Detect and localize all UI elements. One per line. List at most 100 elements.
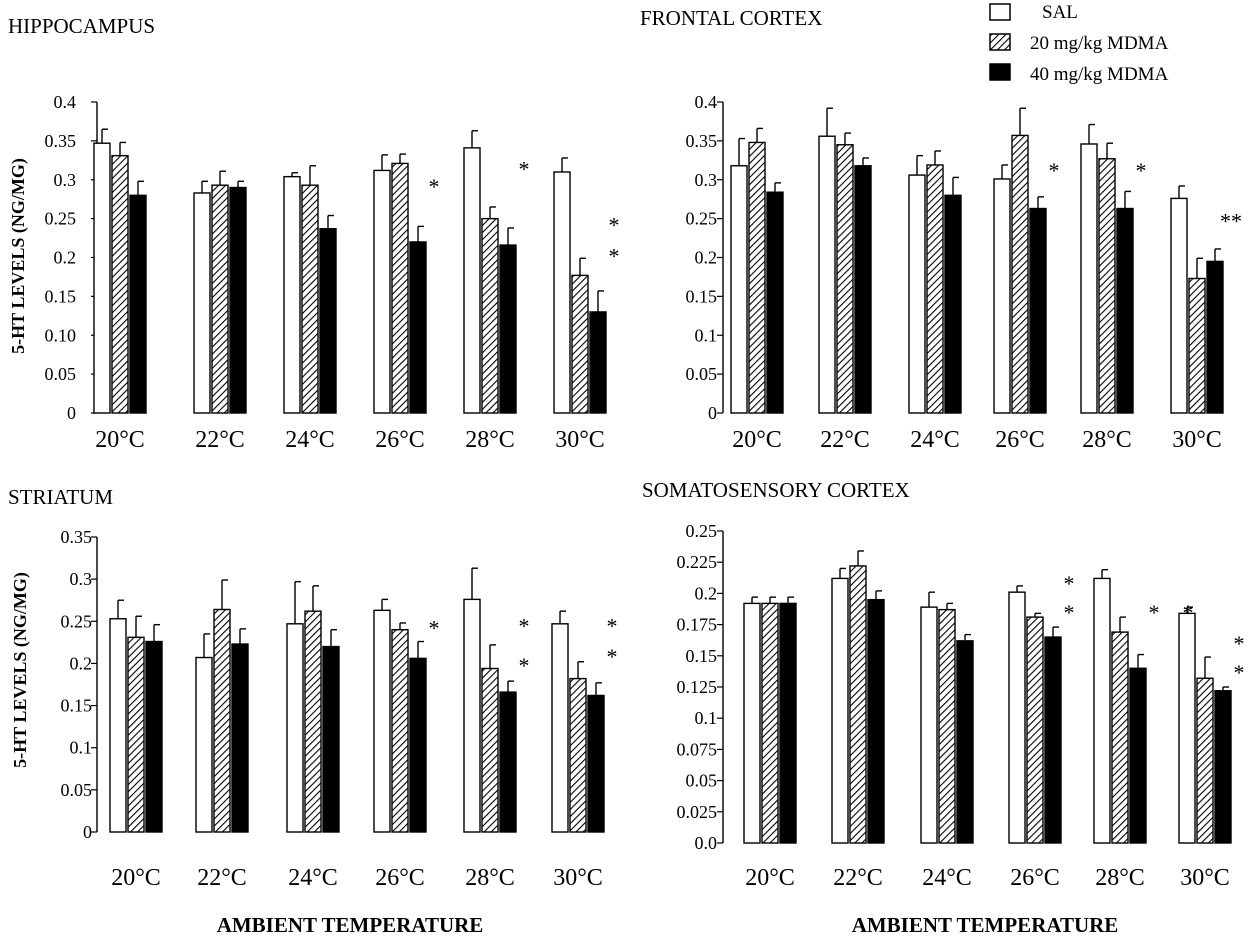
y-tick-label: 0.4 (695, 92, 718, 112)
bar (1029, 207, 1047, 414)
bar (109, 618, 127, 833)
significance-marker: * (429, 615, 440, 640)
bar (391, 629, 409, 833)
bar (193, 192, 211, 414)
bar (481, 667, 499, 833)
chart-hippocampus: HIPPOCAMPUS 0 0.05 0.10 0.15 0.2 0.25 0.3 0.35 0.… (8, 14, 620, 453)
bar (499, 691, 517, 833)
y-tick-label: 0.35 (686, 131, 718, 151)
bar (211, 184, 229, 414)
bar (748, 141, 766, 414)
bar (1008, 591, 1026, 844)
bar (231, 643, 249, 833)
y-tick-label: 0.3 (70, 569, 93, 589)
legend-label-20mg: 20 mg/kg MDMA (1030, 33, 1169, 54)
x-category-label: 24°C (910, 427, 960, 453)
y-tick-label: 0.2 (695, 583, 718, 603)
bar (743, 602, 761, 844)
bar (993, 178, 1011, 414)
bar (589, 311, 607, 414)
bar (1026, 616, 1044, 844)
y-tick-label: 0.05 (45, 364, 77, 384)
x-category-label: 22°C (833, 865, 883, 891)
bar (831, 577, 849, 844)
bar (836, 144, 854, 414)
bar (93, 142, 111, 414)
bar (301, 184, 319, 414)
bar (499, 244, 517, 414)
bar (920, 606, 938, 844)
bar (391, 162, 409, 414)
bar (1044, 636, 1062, 844)
chart-frontal-cortex: FRONTAL CORTEX 0 0.05 0.1 0.15 0.2 0.25 0.3 0.35… (640, 6, 1242, 453)
y-tick-label: 0.2 (54, 248, 77, 268)
y-tick-label: 0.15 (686, 646, 718, 666)
bar (283, 175, 301, 414)
bar (145, 640, 163, 833)
bar (867, 598, 885, 844)
bar (373, 609, 391, 833)
y-axis-title: 5-HT LEVELS (NG/MG) (8, 158, 29, 354)
significance-marker: * (607, 614, 618, 639)
bar (213, 608, 231, 833)
x-category-label: 20°C (732, 427, 782, 453)
significance-marker: * (1149, 600, 1160, 625)
bar (229, 186, 247, 414)
chart-somatosensory-cortex: SOMATOSENSORY CORTEX 0.0 0.025 0.05 0.075 0.1… (642, 478, 1245, 937)
bar (553, 171, 571, 414)
bar (926, 164, 944, 414)
y-tick-label: 0.05 (686, 364, 718, 384)
bar (551, 623, 569, 833)
y-tick-label: 0.025 (677, 802, 718, 822)
x-category-label: 30°C (1180, 865, 1230, 891)
y-tick-label: 0.25 (686, 521, 718, 541)
significance-marker: * (519, 614, 530, 639)
bar (1214, 690, 1232, 844)
legend-swatch-sal (989, 3, 1011, 21)
bar (463, 598, 481, 833)
bar (1116, 207, 1134, 414)
bar (854, 165, 872, 414)
significance-marker: * (519, 653, 530, 678)
significance-marker: * (609, 213, 620, 238)
x-category-label: 20°C (111, 865, 161, 891)
chart-title: HIPPOCAMPUS (8, 14, 155, 38)
significance-marker: * (607, 644, 618, 669)
chart-title: SOMATOSENSORY CORTEX (642, 478, 910, 502)
bar (944, 194, 962, 414)
y-tick-label: 0.2 (695, 248, 718, 268)
bar (1178, 612, 1196, 844)
significance-marker: * (1234, 660, 1245, 685)
y-tick-label: 0.25 (61, 611, 93, 631)
legend-label-sal: SAL (1042, 2, 1078, 23)
bar (1170, 197, 1188, 414)
bar (463, 147, 481, 414)
y-tick-label: 0.1 (70, 738, 93, 758)
y-tick-label: 0.3 (54, 170, 77, 190)
x-category-label: 28°C (1095, 865, 1145, 891)
chart-striatum: STRIATUM 0 0.05 0.1 0.15 0.2 0.25 0.3 0.35 20°C 22… (8, 485, 618, 937)
bar (481, 217, 499, 414)
y-axis-title: 5-HT LEVELS (NG/MG) (10, 572, 31, 768)
y-tick-label: 0.05 (61, 780, 93, 800)
y-tick-label: 0.1 (695, 325, 718, 345)
bar (409, 657, 427, 833)
significance-marker: * (1064, 571, 1075, 596)
y-tick-label: 0.0 (695, 833, 718, 853)
x-category-label: 22°C (195, 427, 245, 453)
bar (1011, 134, 1029, 414)
bar (956, 640, 974, 844)
legend: SAL 20 mg/kg MDMA 40 mg/kg MDMA (989, 2, 1169, 85)
y-tick-label: 0.075 (677, 739, 718, 759)
bar (779, 602, 797, 844)
bar (304, 610, 322, 833)
x-category-label: 26°C (995, 427, 1045, 453)
bar (286, 623, 304, 833)
bar (373, 169, 391, 414)
bar (908, 174, 926, 414)
y-tick-label: 0 (708, 403, 717, 423)
bar (1196, 677, 1214, 844)
y-tick-label: 0.3 (695, 170, 718, 190)
y-tick-label: 0 (67, 403, 76, 423)
